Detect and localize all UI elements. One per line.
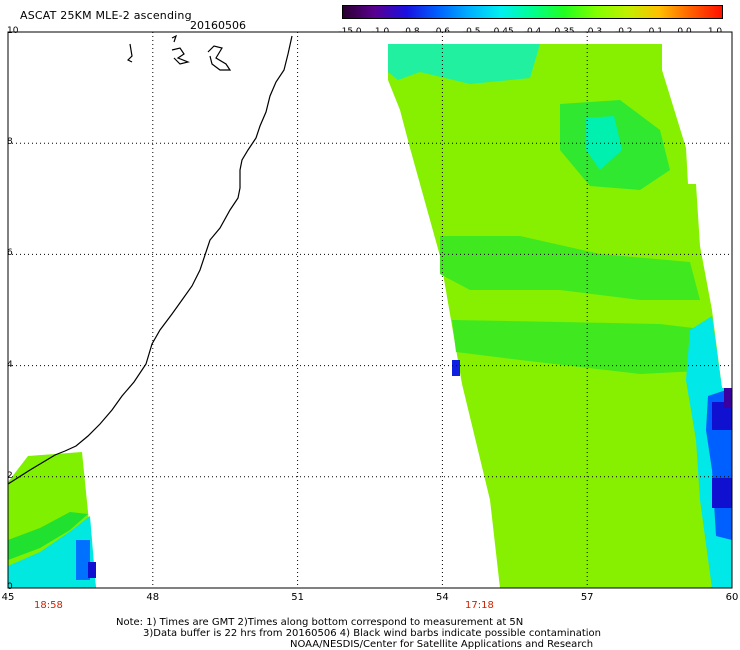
coastline-island-4 [207, 45, 232, 71]
left-swath-cyan [8, 516, 96, 588]
latitude-label: 8 [7, 137, 13, 148]
map-title: ASCAT 25KM MLE-2 ascending [20, 9, 192, 22]
coastline-island-3 [171, 47, 190, 65]
left-swath-dark-patch [88, 562, 96, 578]
right-swath-violet-patch [724, 388, 732, 408]
left-swath-blue-patch [76, 540, 90, 580]
right-swath-green-blob-3 [452, 320, 718, 374]
note-line-3: NOAA/NESDIS/Center for Satellite Applica… [290, 639, 594, 650]
map-date: 20160506 [190, 19, 246, 32]
right-swath-dark-patch-1 [712, 402, 732, 430]
coastline-mainland [7, 35, 293, 485]
left-swath-green-band [8, 512, 88, 560]
longitude-label: 45 [1, 592, 15, 603]
note-line-2: 3)Data buffer is 22 hrs from 20160506 4)… [143, 628, 601, 639]
swath-time-left: 18:58 [34, 600, 63, 611]
right-swath-dark-patch-2 [712, 478, 732, 508]
scatterometer-swaths [8, 44, 732, 588]
color-scale-bar [342, 5, 723, 19]
latitude-label: 10 [7, 26, 19, 36]
latitude-label: 0 [7, 582, 13, 592]
longitude-label: 57 [580, 592, 594, 603]
coastline [7, 34, 293, 485]
swath-time-right: 17:18 [465, 600, 494, 611]
longitude-label: 60 [725, 592, 739, 603]
note-line-1: Note: 1) Times are GMT 2)Times along bot… [116, 617, 524, 628]
coastline-island-1 [126, 43, 133, 63]
latitude-label: 4 [7, 359, 13, 370]
latitude-label: 2 [7, 470, 13, 481]
right-swath-green-blob-2 [440, 236, 700, 300]
longitude-label: 54 [436, 592, 449, 603]
plot-frame [7, 31, 733, 589]
right-swath-top-cyan [388, 44, 540, 84]
longitude-label: 48 [146, 592, 160, 603]
latitude-label: 6 [7, 248, 13, 259]
right-swath-left-blue [452, 360, 460, 376]
graticule [8, 32, 732, 588]
coastline-island-2 [171, 34, 178, 43]
longitude-label: 51 [291, 592, 304, 603]
